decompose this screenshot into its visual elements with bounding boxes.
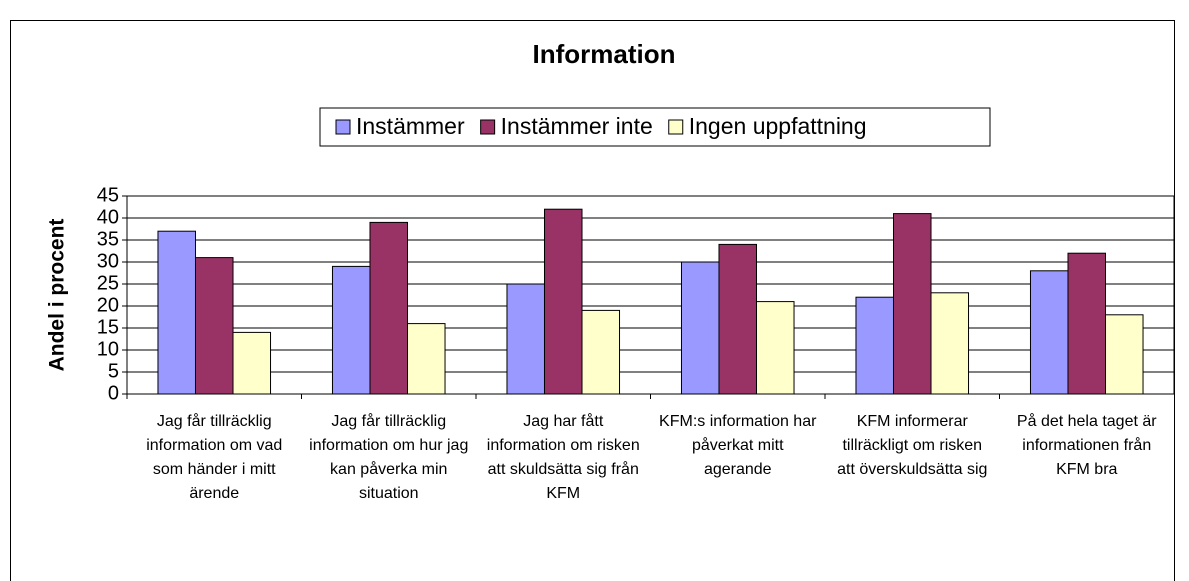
bar (680, 261, 720, 395)
bar (543, 208, 583, 395)
y-tick-label: 10 (97, 338, 119, 360)
bar (407, 323, 446, 395)
legend-box (319, 107, 991, 147)
legend-swatch (668, 119, 684, 135)
y-tick-label: 30 (97, 250, 119, 272)
bar (506, 283, 545, 395)
y-axis-label: Andel i procent (46, 219, 69, 372)
y-tick-label: 40 (97, 206, 119, 228)
y-tick-label: 25 (97, 272, 119, 294)
bar (718, 243, 758, 395)
legend-swatch (335, 119, 351, 135)
plot-area (127, 196, 1174, 394)
bar (892, 213, 932, 395)
y-tick-label: 35 (97, 228, 119, 250)
bar (157, 230, 196, 395)
legend-swatch (480, 119, 496, 135)
bar (1029, 270, 1069, 395)
legend-label: Instämmer (356, 113, 465, 139)
y-tick-label: 20 (97, 294, 119, 316)
y-tick-label: 15 (97, 316, 119, 338)
bar (232, 331, 272, 395)
chart-title: Information (533, 39, 676, 69)
y-tick-label: 0 (108, 382, 119, 404)
bar (1067, 252, 1107, 395)
x-tick-label: På det hela taget är informationen från … (1016, 413, 1157, 478)
bar (930, 292, 970, 395)
x-tick-label: KFM:s information har påverkat mitt ager… (659, 413, 817, 478)
bar (855, 296, 894, 395)
legend-label: Ingen uppfattning (689, 113, 867, 139)
legend-label: Instämmer inte (501, 113, 653, 139)
bar (756, 301, 795, 395)
bar (581, 309, 621, 395)
bar (369, 221, 409, 395)
x-tick-label: Jag får tillräcklig information om hur j… (309, 413, 469, 502)
y-tick-label: 45 (97, 184, 119, 206)
y-tick-label: 5 (108, 360, 119, 382)
x-tick-label: Jag får tillräcklig information om vad s… (146, 413, 283, 502)
x-tick-label: Jag har fått information om risken att s… (486, 413, 640, 502)
bar (331, 265, 371, 395)
bar (1105, 314, 1144, 395)
bar (194, 257, 234, 395)
x-tick-label: KFM informerar tillräckligt om risken at… (837, 413, 988, 478)
